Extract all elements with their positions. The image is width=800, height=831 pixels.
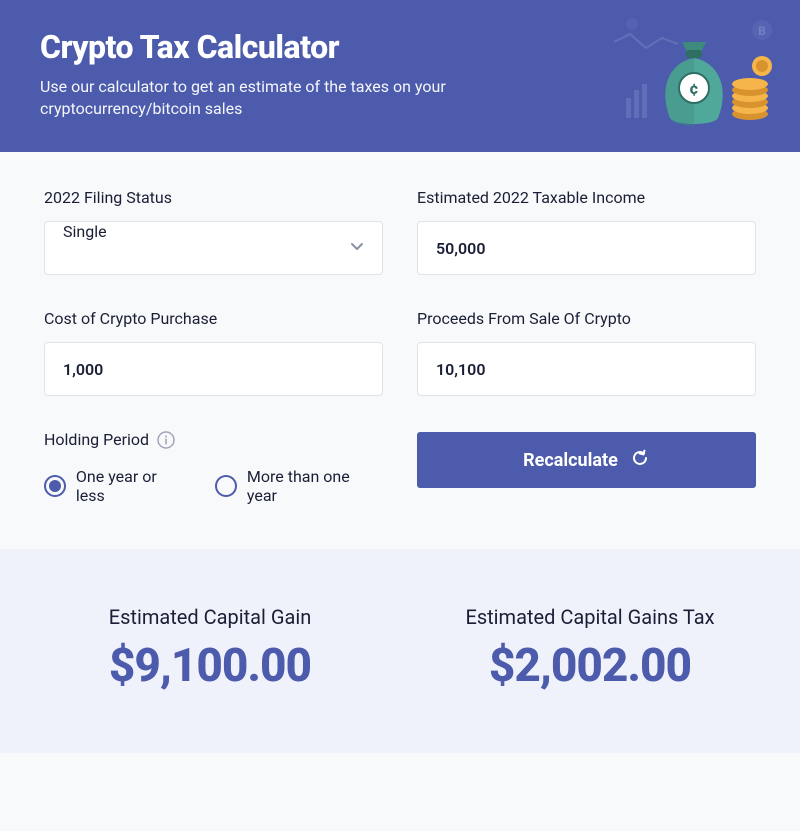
- cost-purchase-field: Cost of Crypto Purchase: [44, 309, 383, 396]
- calculator-form: 2022 Filing Status Single Estimated 2022…: [0, 152, 800, 549]
- taxable-income-label: Estimated 2022 Taxable Income: [417, 188, 756, 207]
- holding-period-field: Holding Period One year or less More tha…: [44, 430, 383, 505]
- holding-period-radios: One year or less More than one year: [44, 467, 383, 505]
- filing-status-label: 2022 Filing Status: [44, 188, 383, 207]
- info-icon[interactable]: [157, 431, 175, 449]
- proceeds-field: Proceeds From Sale Of Crypto: [417, 309, 756, 396]
- taxable-income-field: Estimated 2022 Taxable Income: [417, 188, 756, 275]
- radio-icon: [215, 475, 237, 497]
- capital-gains-tax-value: $2,002.00: [410, 639, 770, 693]
- radio-label: More than one year: [247, 467, 383, 505]
- recalculate-label: Recalculate: [523, 450, 618, 471]
- holding-period-label: Holding Period: [44, 430, 149, 449]
- radio-label: One year or less: [76, 467, 189, 505]
- radio-more-than-one-year[interactable]: More than one year: [215, 467, 383, 505]
- svg-text:¢: ¢: [689, 79, 698, 98]
- proceeds-label: Proceeds From Sale Of Crypto: [417, 309, 756, 328]
- recalculate-wrap: Recalculate: [417, 430, 756, 505]
- filing-status-field: 2022 Filing Status Single: [44, 188, 383, 275]
- cost-purchase-input[interactable]: [44, 342, 383, 396]
- radio-icon: [44, 475, 66, 497]
- capital-gains-tax-label: Estimated Capital Gains Tax: [410, 605, 770, 629]
- radio-one-year-or-less[interactable]: One year or less: [44, 467, 189, 505]
- filing-status-select[interactable]: Single: [44, 221, 383, 275]
- money-bag-illustration: B ¢: [612, 14, 776, 134]
- taxable-income-input[interactable]: [417, 221, 756, 275]
- svg-text:B: B: [758, 24, 766, 38]
- cost-purchase-label: Cost of Crypto Purchase: [44, 309, 383, 328]
- filing-status-value: Single: [63, 222, 107, 241]
- capital-gains-tax-result: Estimated Capital Gains Tax $2,002.00: [410, 605, 770, 693]
- results-panel: Estimated Capital Gain $9,100.00 Estimat…: [0, 549, 800, 753]
- page-subtitle: Use our calculator to get an estimate of…: [40, 76, 520, 121]
- capital-gain-value: $9,100.00: [30, 639, 390, 693]
- capital-gain-label: Estimated Capital Gain: [30, 605, 390, 629]
- header: Crypto Tax Calculator Use our calculator…: [0, 0, 800, 152]
- capital-gain-result: Estimated Capital Gain $9,100.00: [30, 605, 390, 693]
- refresh-icon: [630, 448, 650, 473]
- recalculate-button[interactable]: Recalculate: [417, 432, 756, 488]
- proceeds-input[interactable]: [417, 342, 756, 396]
